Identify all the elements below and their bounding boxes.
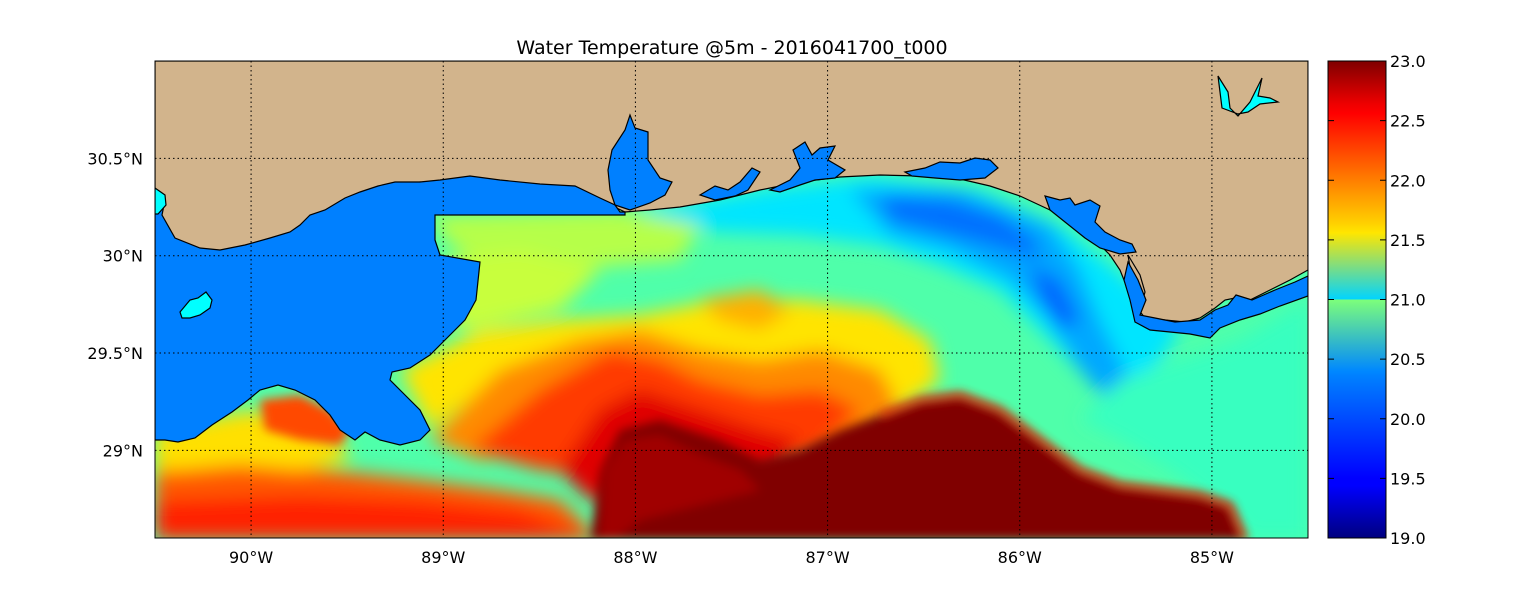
lon-tick-label: 87°W	[805, 548, 849, 567]
lat-tick-label: 30°N	[103, 247, 143, 266]
colorbar-tick-label: 19.5	[1390, 469, 1426, 488]
lakes	[155, 75, 1281, 319]
lat-tick-labels: 30.5°N 30°N 29.5°N 29°N	[87, 149, 143, 460]
graticule	[155, 61, 1308, 538]
colorbar-tick-label: 22.0	[1390, 171, 1426, 190]
colorbar-tick-labels: 23.0 22.5 22.0 21.5 21.0 20.5 20.0 19.5 19.0	[1328, 52, 1426, 548]
lon-tick-label: 89°W	[421, 548, 465, 567]
lon-tick-label: 88°W	[613, 548, 657, 567]
colorbar-tick-label: 23.0	[1390, 52, 1426, 71]
colorbar-tick-label: 19.0	[1390, 529, 1426, 548]
map-title: Water Temperature @5m - 2016041700_t000	[516, 37, 947, 59]
colorbar: 23.0 22.5 22.0 21.5 21.0 20.5 20.0 19.5 19.0	[1327, 52, 1426, 548]
colorbar-tick-label: 21.5	[1390, 231, 1426, 250]
lat-tick-label: 29.5°N	[87, 344, 143, 363]
colorbar-tick-label: 20.5	[1390, 350, 1426, 369]
lon-tick-labels: 90°W 89°W 88°W 87°W 86°W 85°W	[229, 548, 1234, 567]
colorbar-tick-label: 20.0	[1390, 410, 1426, 429]
colorbar-tick-label: 21.0	[1390, 291, 1426, 310]
map-frame	[154, 60, 1309, 539]
lat-tick-label: 29°N	[103, 441, 143, 460]
colorbar-tick-label: 22.5	[1390, 112, 1426, 131]
lon-tick-label: 86°W	[998, 548, 1042, 567]
map-axes	[155, 61, 1308, 538]
lon-tick-label: 85°W	[1190, 548, 1234, 567]
water-bodies	[155, 113, 1308, 446]
lon-tick-label: 90°W	[229, 548, 273, 567]
colorbar-gradient	[1327, 60, 1387, 539]
lat-tick-label: 30.5°N	[87, 149, 143, 168]
